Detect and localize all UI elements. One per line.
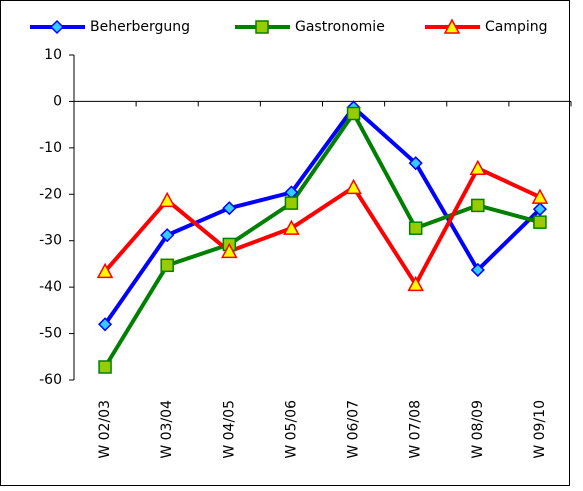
x-tick-label: W 06/07: [346, 400, 362, 459]
y-tick-label: -50: [39, 326, 62, 342]
x-tick-label: W 08/09: [470, 400, 486, 459]
y-tick-label: -60: [39, 372, 62, 388]
data-point: [533, 215, 547, 229]
data-point: [407, 275, 424, 292]
legend-marker: [443, 18, 461, 34]
data-point: [98, 317, 113, 332]
y-tick-label: 10: [44, 47, 62, 63]
data-point: [96, 262, 114, 279]
data-point: [408, 221, 423, 235]
data-point: [222, 201, 237, 216]
data-point: [283, 219, 300, 235]
chart-frame: [0, 0, 570, 486]
data-point: [469, 159, 487, 176]
data-point: [532, 202, 547, 217]
data-point: [408, 156, 423, 171]
legend-item: Camping: [425, 18, 548, 35]
data-point: [284, 196, 299, 210]
data-point: [158, 191, 176, 208]
legend-item: Beherbergung: [30, 19, 190, 35]
data-point: [98, 360, 112, 374]
y-tick-label: -10: [39, 140, 62, 156]
y-tick-label: 0: [53, 93, 62, 109]
data-point: [345, 178, 362, 195]
data-point: [531, 188, 549, 204]
x-tick-label: W 02/03: [97, 400, 113, 459]
y-tick-label: -40: [39, 279, 62, 295]
series-line: [103, 111, 541, 369]
x-tick-label: W 04/05: [221, 400, 237, 459]
legend-label: Gastronomie: [295, 19, 385, 35]
data-point: [471, 198, 485, 213]
data-point: [160, 228, 175, 243]
legend-marker: [49, 19, 65, 35]
y-tick-label: -30: [39, 233, 62, 249]
x-tick-label: W 05/06: [283, 400, 299, 459]
legend-label: Beherbergung: [90, 19, 190, 35]
x-tick-label: W 09/10: [532, 400, 548, 459]
series-line: [103, 105, 542, 326]
data-point: [470, 262, 485, 278]
legend-label: Camping: [485, 19, 548, 35]
legend-item: Gastronomie: [235, 19, 385, 35]
x-tick-label: W 07/08: [408, 400, 424, 459]
data-point: [221, 242, 238, 259]
legend-marker: [255, 20, 269, 34]
data-point: [346, 106, 361, 121]
series-line: [103, 166, 541, 287]
y-tick-label: -20: [39, 186, 62, 202]
data-point: [160, 258, 174, 273]
x-tick-label: W 03/04: [159, 400, 175, 459]
